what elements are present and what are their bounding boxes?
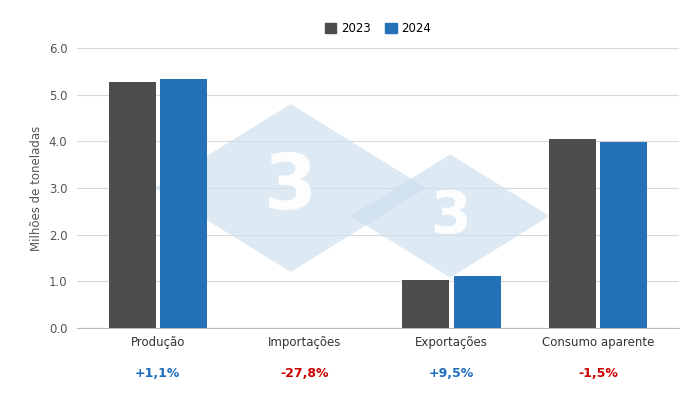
Bar — [454, 276, 500, 328]
Bar — [601, 142, 648, 328]
Polygon shape — [155, 104, 426, 272]
Text: 3: 3 — [430, 188, 470, 244]
Bar — [108, 82, 155, 328]
Text: -27,8%: -27,8% — [280, 367, 329, 380]
Bar — [549, 140, 596, 328]
Text: -1,5%: -1,5% — [578, 367, 618, 380]
Text: +1,1%: +1,1% — [135, 367, 181, 380]
Legend: 2023, 2024: 2023, 2024 — [320, 18, 436, 40]
Bar — [160, 79, 207, 328]
Bar — [402, 280, 449, 328]
Polygon shape — [351, 154, 550, 278]
Text: +9,5%: +9,5% — [429, 367, 474, 380]
Text: 3: 3 — [264, 151, 317, 225]
Y-axis label: Milhões de toneladas: Milhões de toneladas — [30, 125, 43, 251]
